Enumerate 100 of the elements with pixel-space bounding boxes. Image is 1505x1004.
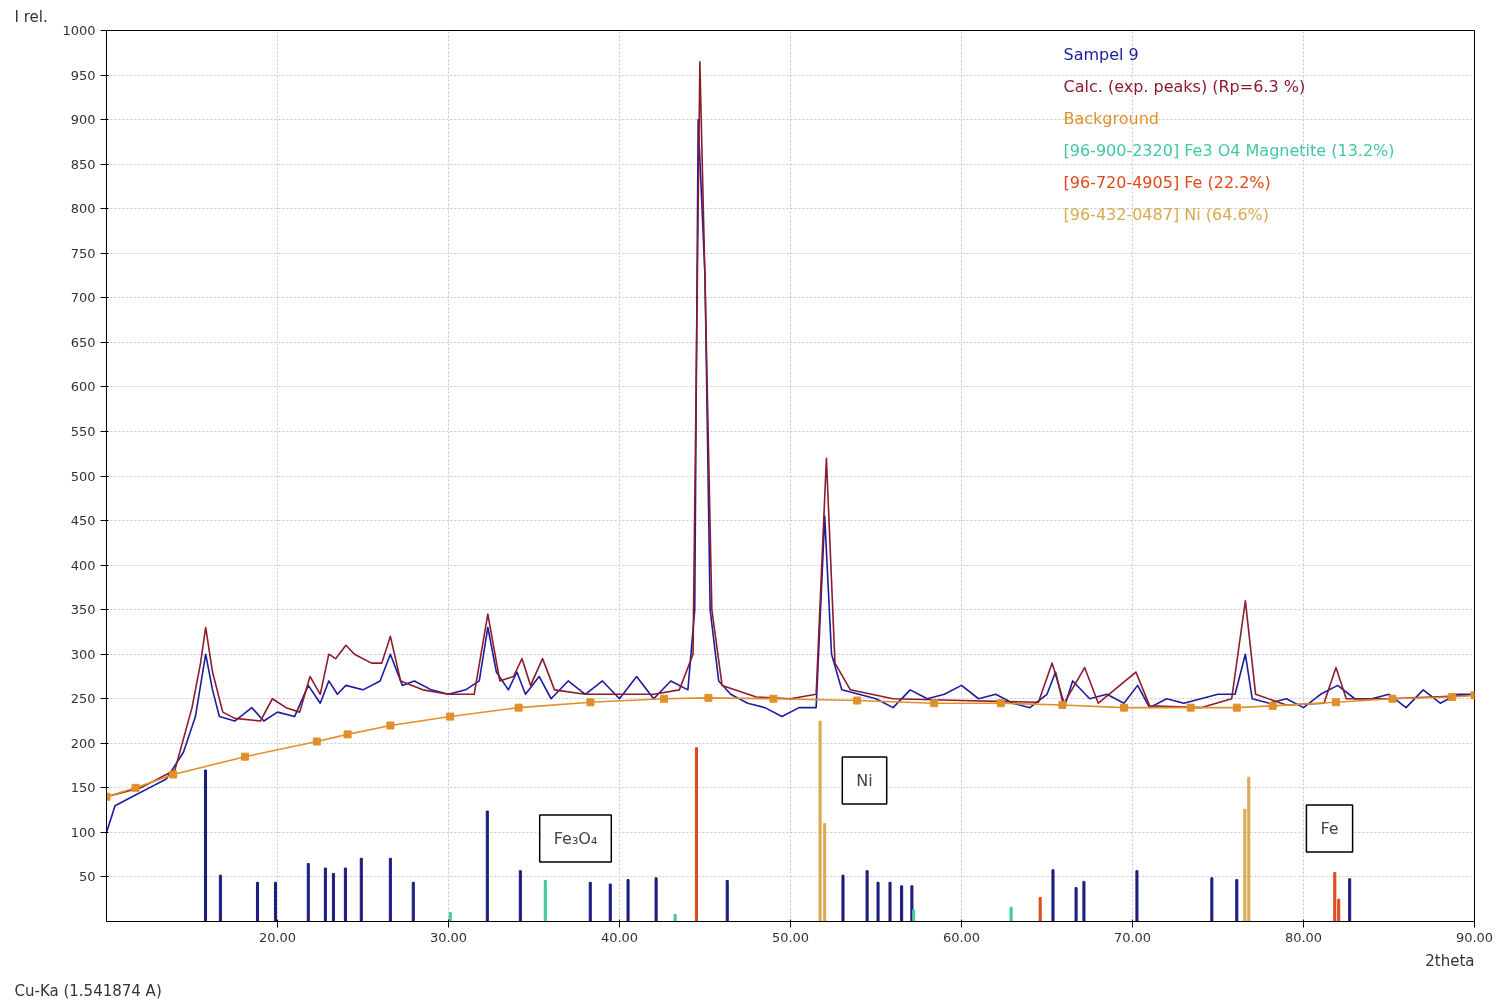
point: [312, 737, 321, 746]
x-tick-label: 40.00: [600, 929, 639, 945]
point: [1331, 698, 1340, 707]
point: [386, 721, 395, 730]
y-tick-label: 700: [70, 290, 96, 306]
bar: [1348, 878, 1352, 922]
point: [853, 696, 862, 705]
y-tick-label: 450: [70, 513, 96, 529]
x-tick-label: 50.00: [771, 929, 810, 945]
y-tick-label: 400: [70, 557, 96, 573]
x-axis-title: 2theta: [1425, 951, 1475, 970]
point: [514, 703, 523, 712]
text: [96-432-0487] Ni (64.6%): [1063, 204, 1270, 224]
x-tick-label: 90.00: [1455, 929, 1494, 945]
y-tick-label: 600: [70, 379, 96, 395]
point: [1268, 701, 1277, 710]
x-tick-label: 20.00: [258, 929, 297, 945]
bar: [841, 874, 845, 922]
bar: [900, 885, 904, 922]
bar: [203, 769, 208, 922]
bar: [626, 879, 630, 922]
bar: [673, 913, 677, 922]
point: [659, 694, 668, 703]
point: [169, 770, 178, 779]
bar: [218, 874, 222, 922]
point: [1448, 692, 1457, 701]
y-tick-label: 300: [70, 646, 96, 662]
bar: [323, 867, 327, 922]
y-tick-label: 550: [70, 423, 96, 439]
bar: [1038, 896, 1042, 922]
bar: [448, 912, 452, 922]
x-tick-label: 60.00: [942, 929, 981, 945]
bar: [485, 810, 489, 922]
annotation: Ni: [856, 771, 873, 790]
point: [704, 693, 713, 702]
bar: [518, 870, 522, 922]
bar: [608, 883, 612, 922]
bar: [912, 909, 916, 922]
bar: [876, 881, 880, 922]
text: [96-720-4905] Fe (22.2%): [1063, 172, 1271, 192]
text: Sampel 9: [1063, 44, 1139, 64]
annotation: Fe₃O₄: [553, 829, 598, 848]
point: [1388, 694, 1397, 703]
x-tick-label: 70.00: [1113, 929, 1152, 945]
bar: [1009, 906, 1013, 922]
bar: [1051, 869, 1055, 922]
y-tick-label: 100: [70, 824, 96, 840]
y-tick-label: 50: [78, 869, 96, 885]
bar: [359, 857, 363, 922]
y-tick-label: 250: [70, 691, 96, 707]
point: [241, 752, 250, 761]
bar: [888, 881, 892, 922]
text: [96-900-2320] Fe3 O4 Magnetite (13.2%): [1063, 140, 1395, 160]
y-tick-label: 500: [70, 468, 96, 484]
y-tick-label: 150: [70, 780, 96, 796]
y-tick-label: 850: [70, 156, 96, 172]
bar: [818, 720, 822, 922]
point: [1119, 703, 1128, 712]
bar: [331, 872, 335, 922]
y-tick-label: 650: [70, 334, 96, 350]
y-tick-label: 800: [70, 201, 96, 217]
y-tick-label: 350: [70, 602, 96, 618]
point: [446, 712, 455, 721]
y-tick-label: 1000: [62, 23, 96, 38]
bar: [1074, 887, 1078, 922]
y-axis-title: I rel.: [14, 7, 48, 26]
bar: [1210, 877, 1214, 922]
bar: [694, 747, 698, 922]
point: [1232, 703, 1241, 712]
bar: [1135, 870, 1139, 922]
bar: [654, 877, 658, 922]
y-tick-label: 900: [70, 112, 96, 128]
point: [769, 694, 778, 703]
y-tick-label: 200: [70, 735, 96, 751]
bar: [273, 881, 277, 922]
point: [1186, 703, 1195, 712]
y-tick-label: 750: [70, 245, 96, 261]
text: Calc. (exp. peaks) (Rp=6.3 %): [1063, 76, 1306, 96]
point: [930, 699, 939, 708]
annotation: Fe: [1320, 819, 1339, 838]
text: Cu-Ka (1.541874 A): [14, 981, 162, 1000]
bar: [1333, 871, 1337, 922]
point: [996, 699, 1005, 708]
point: [343, 730, 352, 739]
bar: [910, 885, 914, 922]
bar: [865, 870, 869, 922]
bar: [725, 880, 729, 922]
bar: [1082, 880, 1086, 922]
bar: [255, 881, 260, 922]
bar: [543, 880, 547, 922]
x-tick-label: 30.00: [429, 929, 468, 945]
bar: [306, 863, 310, 922]
x-tick-label: 80.00: [1284, 929, 1323, 945]
bar: [1247, 776, 1251, 922]
y-tick-label: 950: [70, 67, 96, 83]
bar: [1235, 879, 1239, 922]
point: [586, 698, 595, 707]
bar: [588, 881, 592, 922]
bar: [411, 881, 415, 922]
bar: [388, 857, 392, 922]
